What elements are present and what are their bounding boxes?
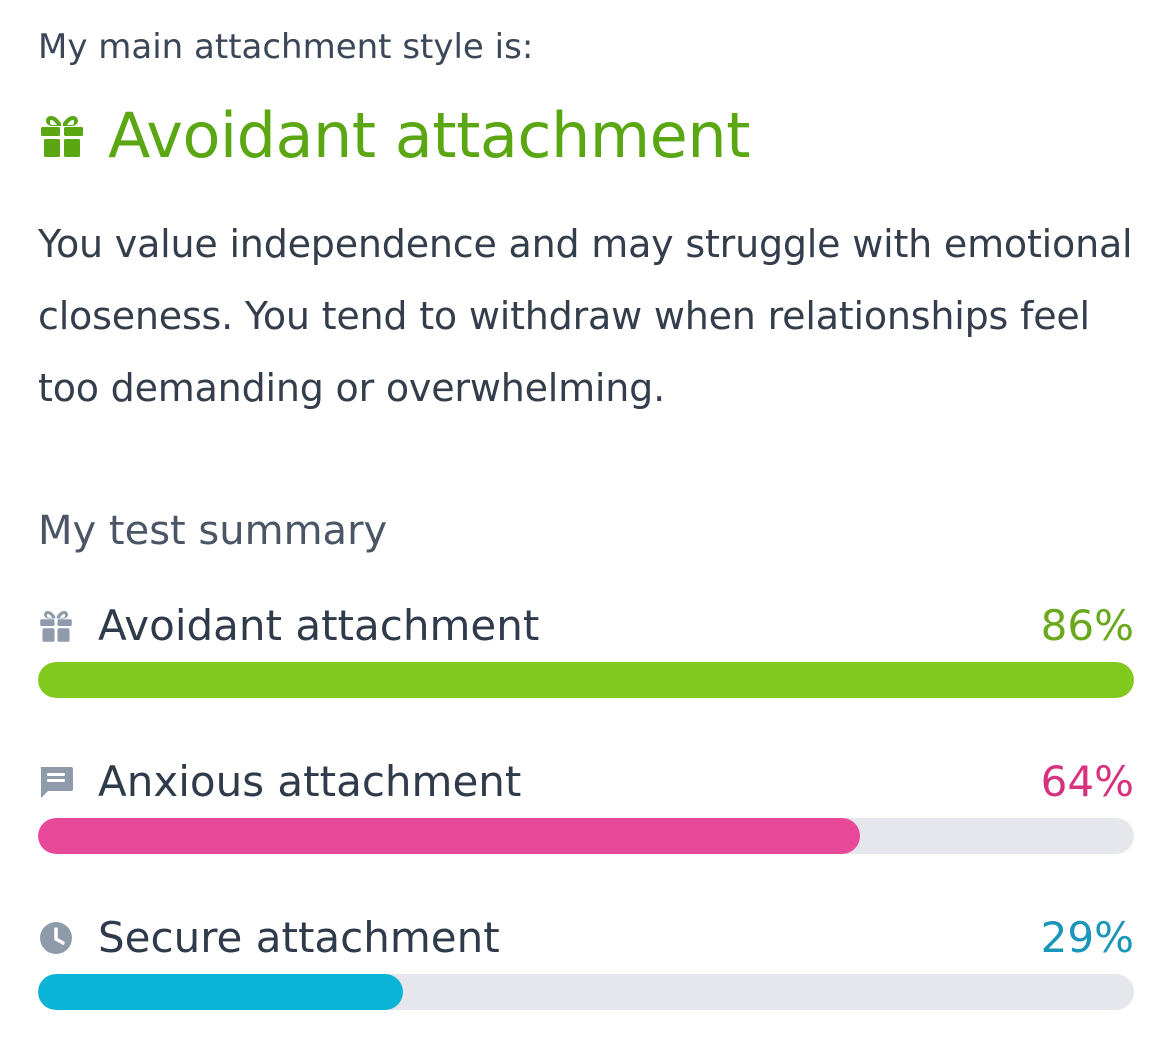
progress-fill xyxy=(38,974,403,1010)
chat-icon xyxy=(38,764,74,800)
summary-row-label: Avoidant attachment xyxy=(98,601,540,650)
summary-row-avoidant: Avoidant attachment 86% xyxy=(38,598,1134,698)
gift-icon xyxy=(38,608,74,644)
main-style-headline: Avoidant attachment xyxy=(38,96,750,176)
progress-fill xyxy=(38,662,1134,698)
gift-icon xyxy=(38,112,86,160)
summary-title: My test summary xyxy=(38,508,388,554)
clock-icon xyxy=(38,920,74,956)
main-style-title: Avoidant attachment xyxy=(108,99,750,172)
summary-row-percent: 29% xyxy=(1040,913,1134,962)
summary-row-secure: Secure attachment 29% xyxy=(38,910,1134,1010)
progress-track xyxy=(38,662,1134,698)
main-style-description: You value independence and may struggle … xyxy=(38,222,1133,410)
summary-row-anxious: Anxious attachment 64% xyxy=(38,754,1134,854)
main-style-intro: My main attachment style is: xyxy=(38,27,534,67)
summary-row-label: Secure attachment xyxy=(98,913,500,962)
progress-track xyxy=(38,974,1134,1010)
summary-row-percent: 64% xyxy=(1040,757,1134,806)
progress-track xyxy=(38,818,1134,854)
summary-row-label: Anxious attachment xyxy=(98,757,522,806)
summary-row-percent: 86% xyxy=(1040,601,1134,650)
progress-fill xyxy=(38,818,860,854)
